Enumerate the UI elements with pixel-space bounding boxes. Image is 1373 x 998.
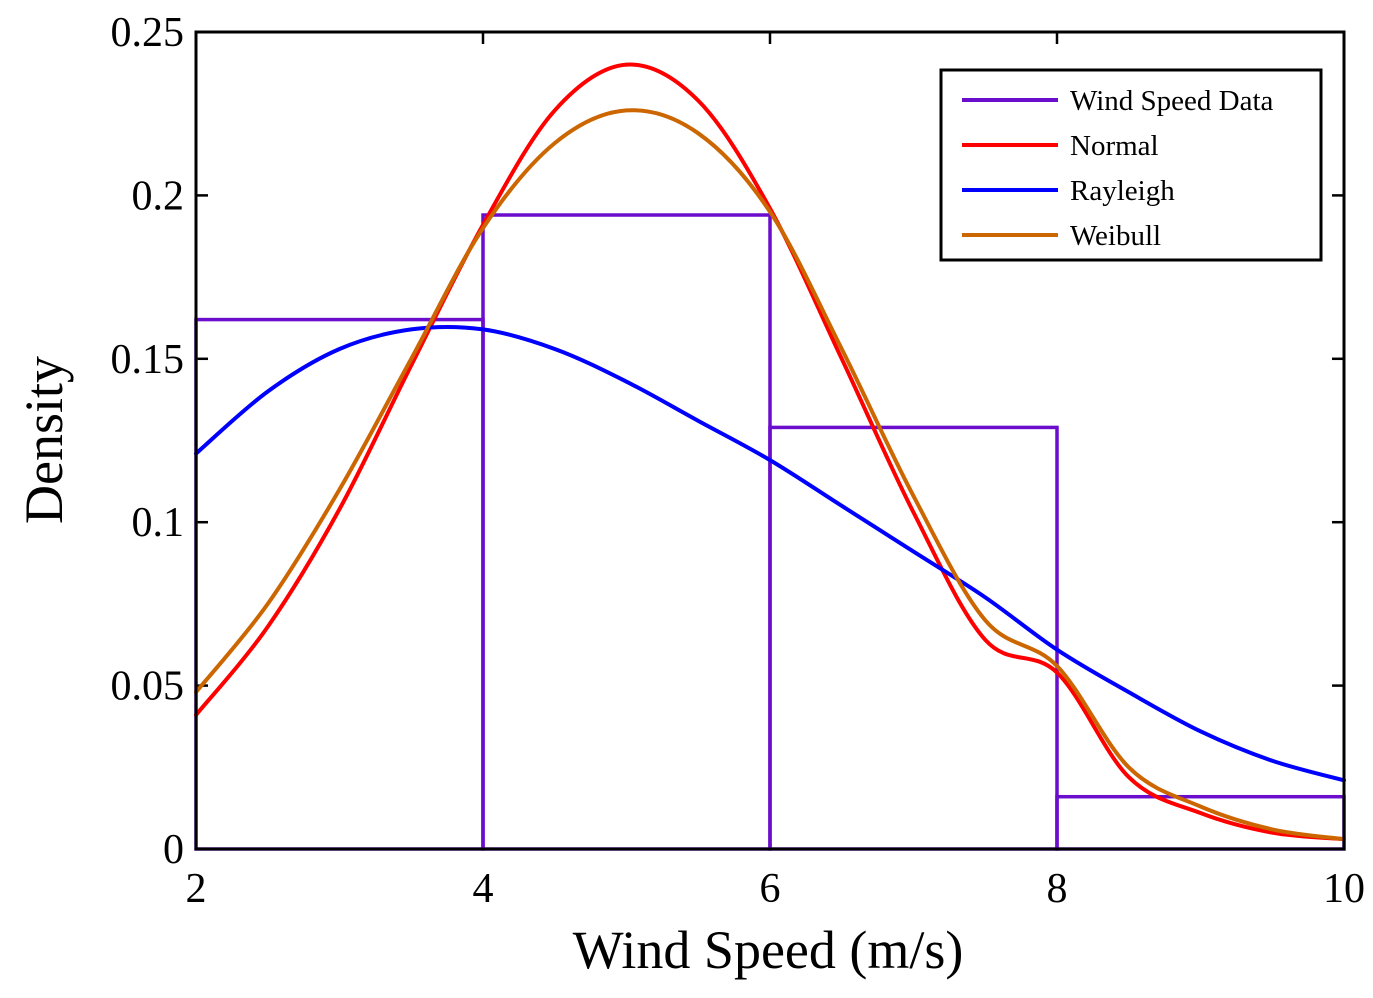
y-tick-label: 0.15 (111, 337, 185, 383)
x-tick-label: 6 (760, 866, 781, 912)
x-tick-label: 10 (1323, 866, 1365, 912)
y-tick-labels: 0 0.05 0.1 0.15 0.2 0.25 (111, 10, 185, 873)
plot-frame (194, 30, 1346, 851)
legend-label: Wind Speed Data (1070, 85, 1274, 117)
x-axis-title: Wind Speed (m/s) (573, 920, 964, 980)
series-line-weibull (194, 108, 1346, 842)
legend-label: Rayleigh (1070, 175, 1175, 207)
x-tick-label: 8 (1047, 866, 1068, 912)
y-tick-label: 0.25 (111, 10, 185, 56)
legend-label: Weibull (1070, 220, 1161, 252)
y-tick-label: 0.05 (111, 664, 185, 710)
y-tick-label: 0.1 (132, 500, 185, 546)
y-tick-label: 0 (163, 827, 184, 873)
density-curves (194, 62, 1346, 842)
series-line-normal (194, 62, 1346, 842)
x-tick-labels: 2 4 6 8 10 (186, 866, 1366, 912)
legend: Wind Speed Data Normal Rayleigh Weibull (939, 68, 1323, 262)
series-line-rayleigh (194, 324, 1346, 783)
legend-label: Normal (1070, 130, 1159, 162)
x-tick-label: 2 (186, 866, 207, 912)
y-axis-title: Density (14, 356, 74, 524)
y-tick-label: 0.2 (132, 173, 185, 219)
x-tick-label: 4 (473, 866, 494, 912)
